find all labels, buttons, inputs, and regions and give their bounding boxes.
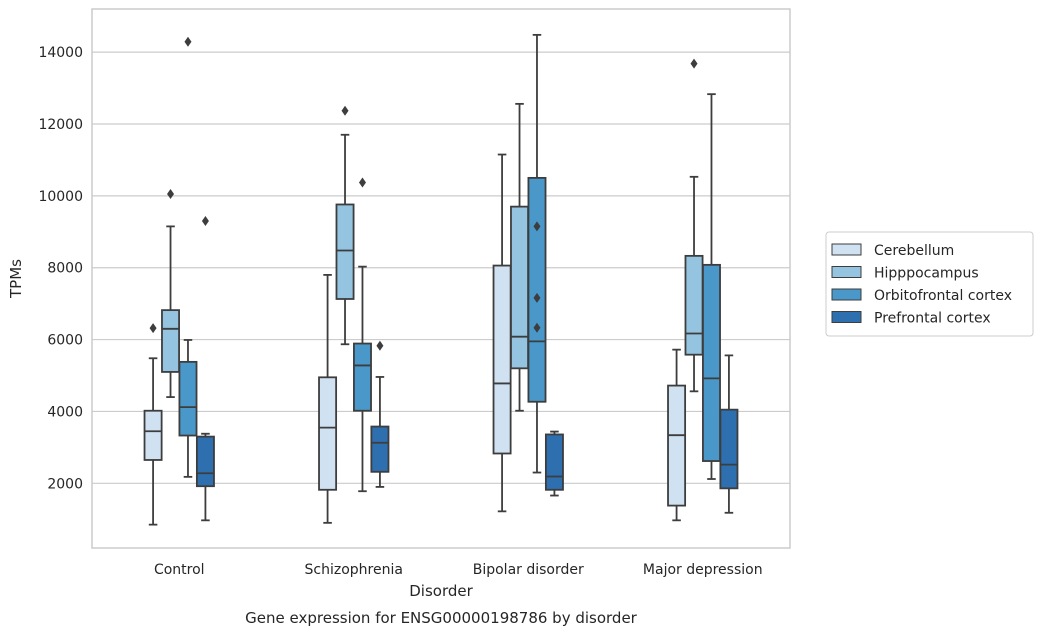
x-tick-label: Bipolar disorder <box>473 562 584 578</box>
y-tick-label: 14000 <box>38 45 83 61</box>
box-prefrontal-cortex <box>719 354 739 514</box>
box-hipppocampus <box>684 58 704 393</box>
box-body <box>684 254 704 356</box>
box-body <box>527 176 547 403</box>
legend-swatch <box>831 243 862 256</box>
outlier-point <box>358 177 366 188</box>
outlier-point <box>690 58 698 69</box>
outlier-point <box>201 216 209 227</box>
box-hipppocampus <box>335 105 355 346</box>
box-cerebellum <box>143 323 163 526</box>
legend-swatch <box>831 288 862 301</box>
legend: Cerebellum Hipppocampus Orbitofrontal cort… <box>825 231 1034 337</box>
y-tick-label: 8000 <box>47 261 83 277</box>
x-tick-labels: Control Schizophrenia Bipolar disorder Majo… <box>154 562 763 578</box>
outlier-point <box>184 36 192 47</box>
y-tick-label: 6000 <box>47 333 83 349</box>
box-orbitofrontal-cortex <box>702 93 721 480</box>
box-cerebellum <box>667 348 687 522</box>
box-cerebellum <box>492 153 512 513</box>
outlier-point <box>341 105 349 116</box>
box-body <box>335 203 355 300</box>
box-orbitofrontal-cortex <box>178 36 198 478</box>
box-hipppocampus <box>161 189 180 398</box>
box-body <box>370 425 390 473</box>
x-tick-label: Major depression <box>643 562 763 578</box>
legend-swatch <box>831 311 862 323</box>
y-tick-label: 10000 <box>38 189 83 205</box>
box-body <box>318 376 338 491</box>
box-prefrontal-cortex <box>544 430 564 497</box>
legend-label: Prefrontal cortex <box>874 311 991 327</box>
y-axis-label: TPMs <box>7 259 25 299</box>
box-body <box>178 360 198 437</box>
box-body <box>719 408 739 490</box>
box-body <box>143 409 163 461</box>
plot-frame <box>91 8 791 549</box>
box-body <box>544 433 564 491</box>
legend-label: Cerebellum <box>874 243 954 259</box>
outlier-point <box>533 322 541 333</box>
box-prefrontal-cortex <box>195 216 215 522</box>
y-tick-label: 12000 <box>38 117 83 133</box>
x-axis-label: Disorder <box>409 582 473 600</box>
y-tick-labels: 2000 4000 6000 8000 10000 12000 14000 <box>38 45 83 492</box>
box-orbitofrontal-cortex <box>353 177 372 493</box>
box-body <box>667 384 687 507</box>
box-prefrontal-cortex <box>370 340 390 488</box>
x-tick-label: Schizophrenia <box>305 562 403 578</box>
legend-swatch <box>831 266 862 278</box>
box-body <box>702 263 721 462</box>
outlier-point <box>533 292 541 303</box>
legend-frame <box>825 231 1034 337</box>
outlier-point <box>376 340 384 351</box>
x-tick-label: Control <box>154 562 205 578</box>
box-body <box>195 435 215 488</box>
box-body <box>492 264 512 455</box>
legend-label: Hipppocampus <box>874 266 979 282</box>
outlier-point <box>533 221 541 232</box>
legend-label: Orbitofrontal cortex <box>874 288 1012 304</box>
y-tick-label: 4000 <box>47 404 83 420</box>
box-cerebellum <box>318 274 338 524</box>
chart-caption: Gene expression for ENSG00000198786 by d… <box>245 609 638 627</box>
box-hipppocampus <box>510 102 529 412</box>
box-body <box>161 309 180 373</box>
box-body <box>353 342 372 412</box>
outlier-point <box>149 323 157 334</box>
grid-lines <box>92 51 790 484</box>
boxes <box>143 33 739 526</box>
y-tick-label: 2000 <box>47 476 83 492</box>
outlier-point <box>167 189 175 200</box>
box-orbitofrontal-cortex <box>527 33 547 474</box>
box-body <box>510 205 529 370</box>
